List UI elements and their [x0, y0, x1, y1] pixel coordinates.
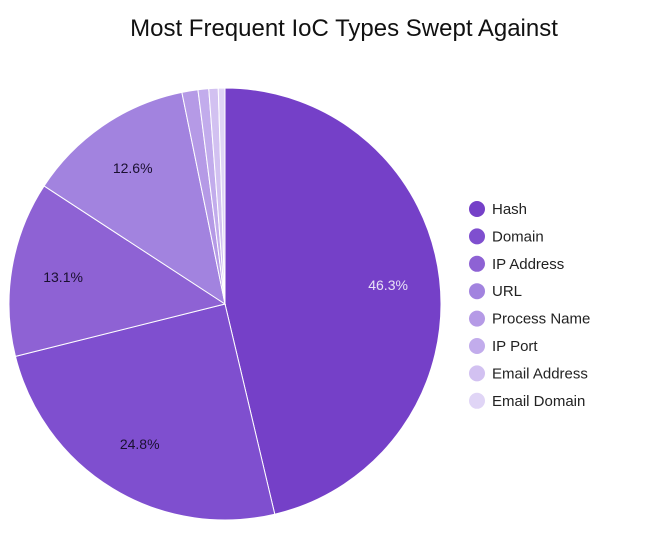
legend-swatch-ip-address: [469, 255, 485, 272]
legend-label-process-name: Process Name: [492, 311, 590, 328]
legend-swatch-domain: [469, 228, 485, 245]
legend-label-hash: Hash: [492, 201, 527, 218]
legend-swatch-ip-port: [469, 338, 485, 354]
legend-label-url: URL: [492, 283, 522, 300]
legend-label-domain: Domain: [492, 228, 544, 245]
legend-label-ip-port: IP Port: [492, 338, 538, 355]
pie-slice-domain: [14, 303, 276, 521]
slice-label-domain: 24.8%: [120, 436, 160, 452]
legend-label-ip-address: IP Address: [492, 256, 564, 273]
pie-slice-ip-address: [8, 185, 227, 358]
legend-label-email-address: Email Address: [492, 365, 588, 382]
pie-slice-labels: 46.3% 24.8% 13.1% 12.6%: [43, 160, 408, 452]
legend-swatch-hash: [469, 201, 485, 217]
pie-slice-hash: [224, 87, 442, 515]
legend-label-email-domain: Email Domain: [492, 393, 585, 410]
slice-label-url: 12.6%: [113, 160, 153, 176]
pie-slice-email-domain: [217, 87, 226, 305]
legend: Hash Domain IP Address URL Process Name IP Po…: [469, 201, 590, 410]
slice-label-hash: 46.3%: [368, 277, 408, 293]
pie-slice-url: [43, 91, 226, 306]
legend-swatch-url: [469, 283, 485, 300]
slice-label-ip-address: 13.1%: [43, 269, 83, 285]
legend-swatch-email-domain: [469, 392, 485, 409]
pie-slices: [8, 87, 442, 521]
legend-swatch-process-name: [469, 310, 485, 327]
chart-title: Most Frequent IoC Types Swept Against: [130, 15, 558, 42]
legend-swatch-email-address: [469, 365, 485, 382]
